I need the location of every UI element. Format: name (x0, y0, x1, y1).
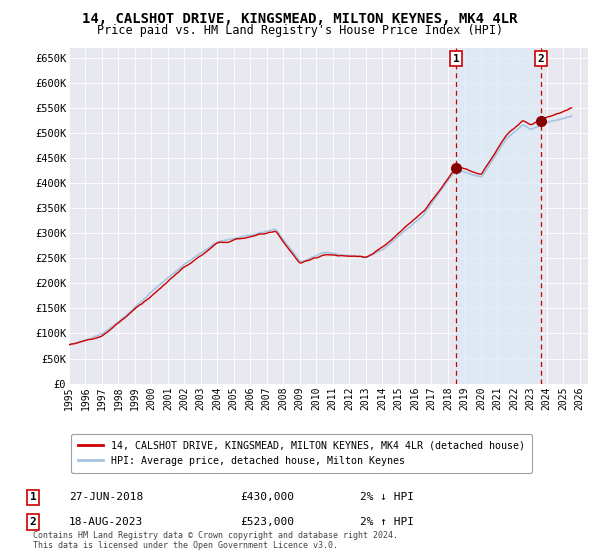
Text: 1: 1 (452, 54, 460, 64)
Legend: 14, CALSHOT DRIVE, KINGSMEAD, MILTON KEYNES, MK4 4LR (detached house), HPI: Aver: 14, CALSHOT DRIVE, KINGSMEAD, MILTON KEY… (71, 434, 532, 473)
Text: 14, CALSHOT DRIVE, KINGSMEAD, MILTON KEYNES, MK4 4LR: 14, CALSHOT DRIVE, KINGSMEAD, MILTON KEY… (82, 12, 518, 26)
Text: 2: 2 (538, 54, 544, 64)
Text: £430,000: £430,000 (240, 492, 294, 502)
Text: Contains HM Land Registry data © Crown copyright and database right 2024.
This d: Contains HM Land Registry data © Crown c… (33, 530, 398, 550)
Text: 27-JUN-2018: 27-JUN-2018 (69, 492, 143, 502)
Text: 2% ↓ HPI: 2% ↓ HPI (360, 492, 414, 502)
Text: 18-AUG-2023: 18-AUG-2023 (69, 517, 143, 527)
Text: £523,000: £523,000 (240, 517, 294, 527)
Text: Price paid vs. HM Land Registry's House Price Index (HPI): Price paid vs. HM Land Registry's House … (97, 24, 503, 36)
Text: 2: 2 (29, 517, 37, 527)
Text: 1: 1 (29, 492, 37, 502)
Bar (456, 48, 541, 384)
Text: 2% ↑ HPI: 2% ↑ HPI (360, 517, 414, 527)
